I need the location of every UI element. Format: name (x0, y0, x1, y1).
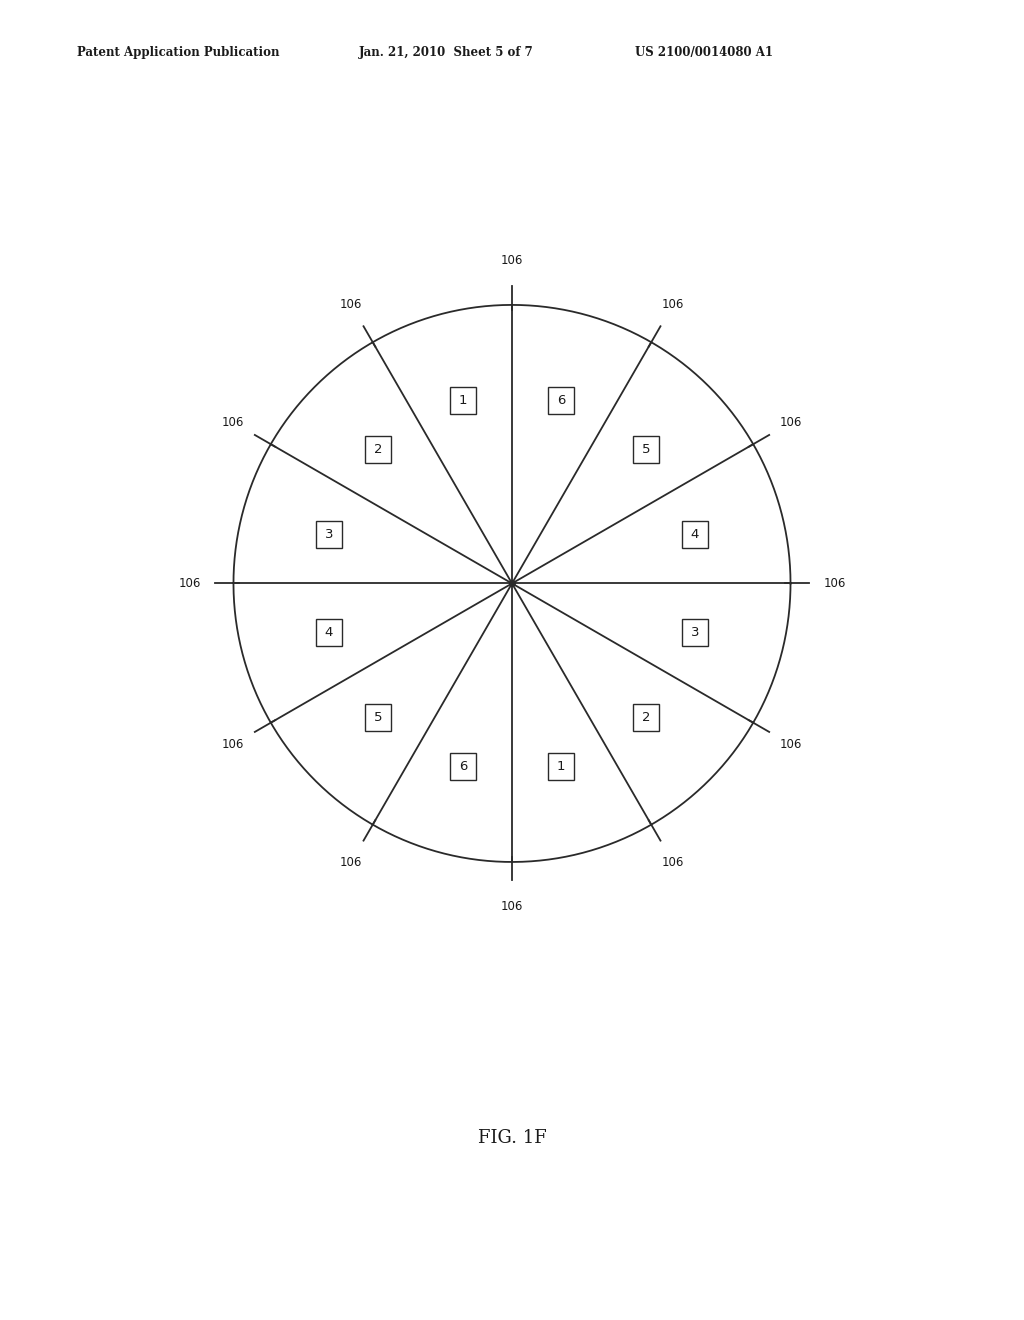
Text: 106: 106 (340, 297, 361, 310)
Bar (450, 754, 476, 780)
Text: FIG. 1F: FIG. 1F (477, 1129, 547, 1147)
Bar (682, 521, 709, 548)
Bar (450, 387, 476, 413)
Bar (315, 521, 342, 548)
Text: 4: 4 (325, 626, 333, 639)
Text: 106: 106 (663, 297, 684, 310)
Bar (633, 437, 659, 463)
Bar (315, 619, 342, 645)
Text: 6: 6 (557, 393, 565, 407)
Text: 106: 106 (780, 416, 803, 429)
Text: 1: 1 (557, 760, 565, 774)
Text: 106: 106 (178, 577, 201, 590)
Text: 4: 4 (691, 528, 699, 541)
Text: 1: 1 (459, 393, 467, 407)
Text: US 2100/0014080 A1: US 2100/0014080 A1 (635, 46, 773, 59)
Text: Jan. 21, 2010  Sheet 5 of 7: Jan. 21, 2010 Sheet 5 of 7 (358, 46, 534, 59)
Bar (633, 704, 659, 730)
Text: 106: 106 (780, 738, 803, 751)
Text: 106: 106 (340, 857, 361, 870)
Bar (365, 437, 391, 463)
Text: 106: 106 (221, 738, 244, 751)
Text: 2: 2 (642, 711, 650, 723)
Text: 6: 6 (459, 760, 467, 774)
Text: 106: 106 (823, 577, 846, 590)
Bar (365, 704, 391, 730)
Text: 5: 5 (374, 711, 382, 723)
Text: 5: 5 (642, 444, 650, 455)
Text: 106: 106 (501, 899, 523, 912)
Bar (548, 754, 574, 780)
Text: 3: 3 (325, 528, 333, 541)
Bar (682, 619, 709, 645)
Bar (548, 387, 574, 413)
Text: 106: 106 (221, 416, 244, 429)
Text: 106: 106 (663, 857, 684, 870)
Text: 106: 106 (501, 255, 523, 268)
Text: 3: 3 (691, 626, 699, 639)
Text: Patent Application Publication: Patent Application Publication (77, 46, 280, 59)
Text: 2: 2 (374, 444, 382, 455)
